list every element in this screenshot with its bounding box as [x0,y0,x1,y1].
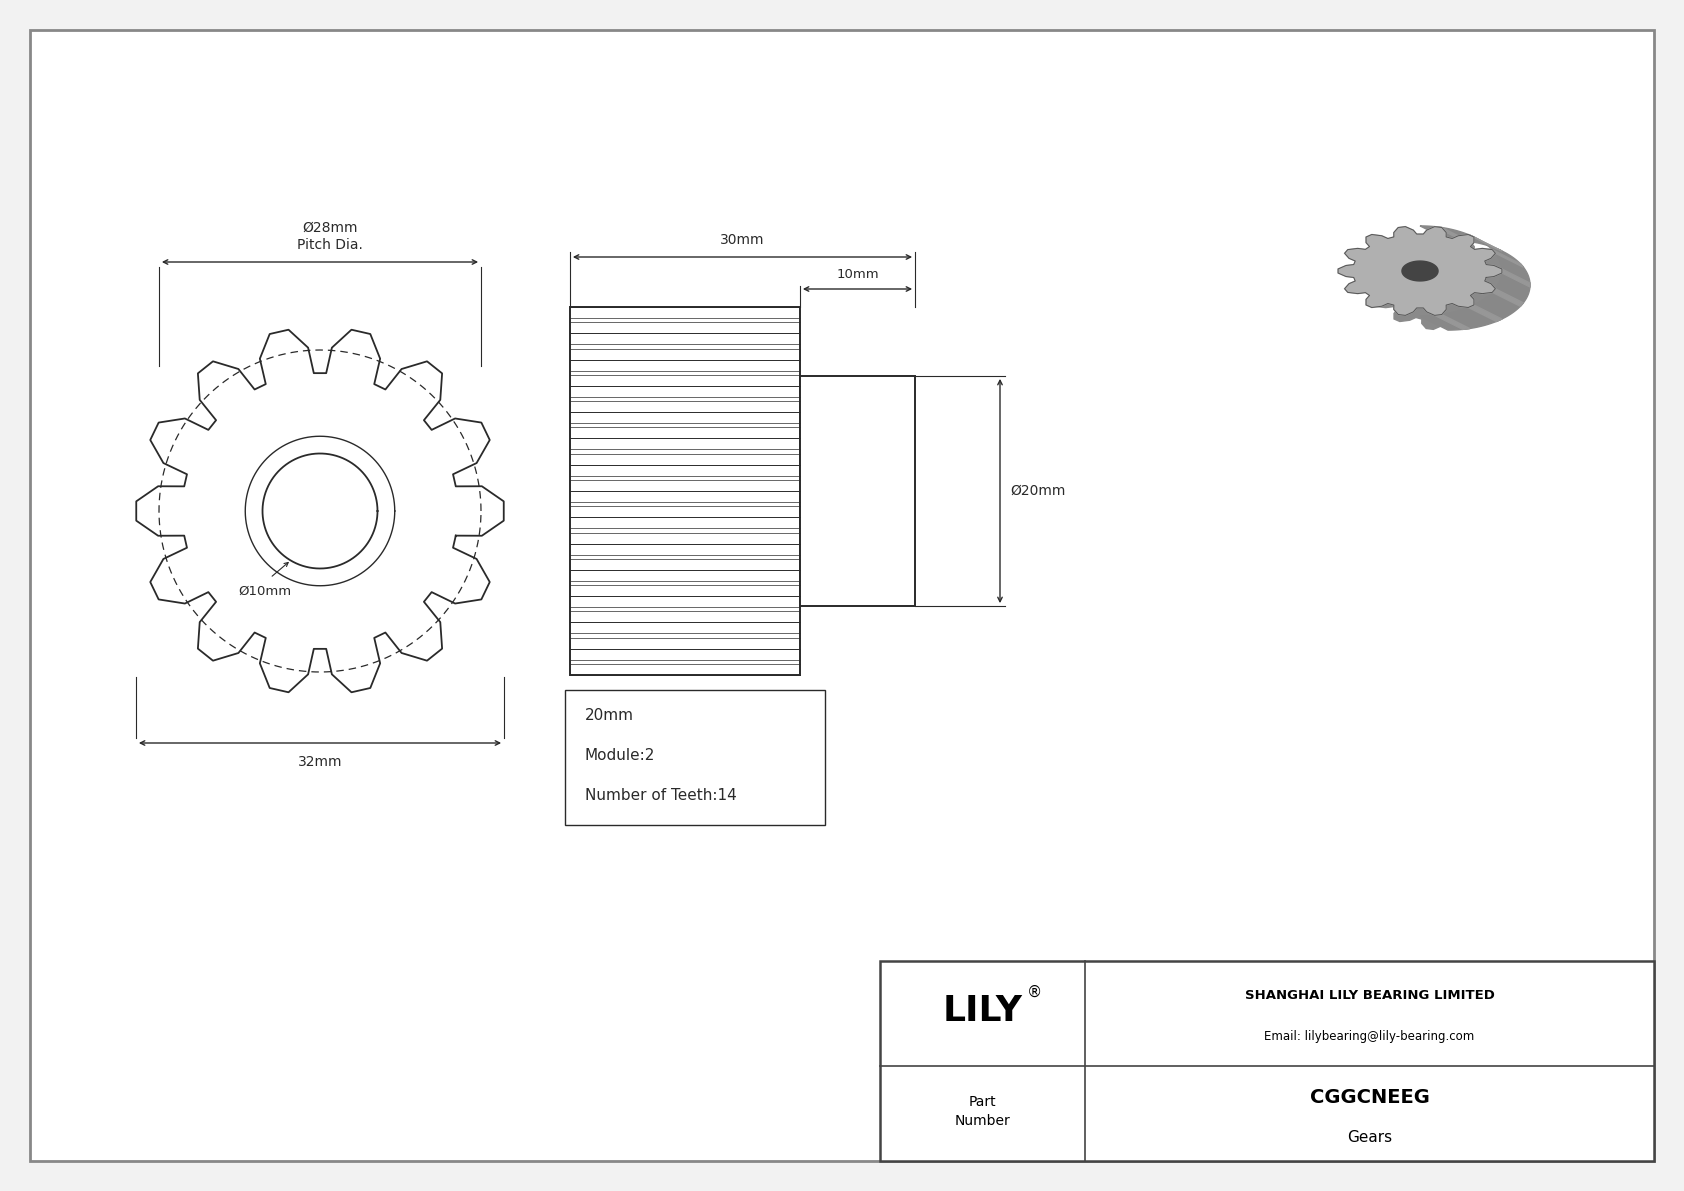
Polygon shape [1435,226,1470,242]
Polygon shape [1502,269,1531,287]
Text: Part
Number: Part Number [955,1095,1010,1128]
Bar [569,307,800,675]
Polygon shape [1468,235,1502,251]
Text: LILY: LILY [943,994,1022,1028]
Polygon shape [1468,305,1502,322]
Text: 10mm: 10mm [837,268,879,281]
Text: 20mm: 20mm [584,707,633,723]
Polygon shape [1492,289,1524,306]
Bar [566,690,825,825]
Polygon shape [1435,314,1470,330]
Polygon shape [1403,261,1438,281]
Bar [881,961,1654,1161]
Text: ®: ® [1027,985,1042,1000]
Text: Ø20mm: Ø20mm [1010,484,1066,498]
Text: Gears: Gears [1347,1130,1393,1145]
Polygon shape [1339,226,1502,316]
Text: Ø10mm: Ø10mm [239,585,291,598]
Text: Module:2: Module:2 [584,748,655,763]
Text: SHANGHAI LILY BEARING LIMITED: SHANGHAI LILY BEARING LIMITED [1244,990,1494,1002]
Polygon shape [1492,250,1524,267]
Bar [800,376,914,606]
Text: Ø28mm
Pitch Dia.: Ø28mm Pitch Dia. [296,220,364,252]
Polygon shape [1420,226,1531,330]
Text: 30mm: 30mm [721,233,765,247]
Text: 32mm: 32mm [298,755,342,769]
Text: Number of Teeth:14: Number of Teeth:14 [584,788,738,803]
Polygon shape [1366,241,1531,330]
Text: Email: lilybearing@lily-bearing.com: Email: lilybearing@lily-bearing.com [1265,1030,1475,1043]
Text: CGGCNEEG: CGGCNEEG [1310,1087,1430,1106]
